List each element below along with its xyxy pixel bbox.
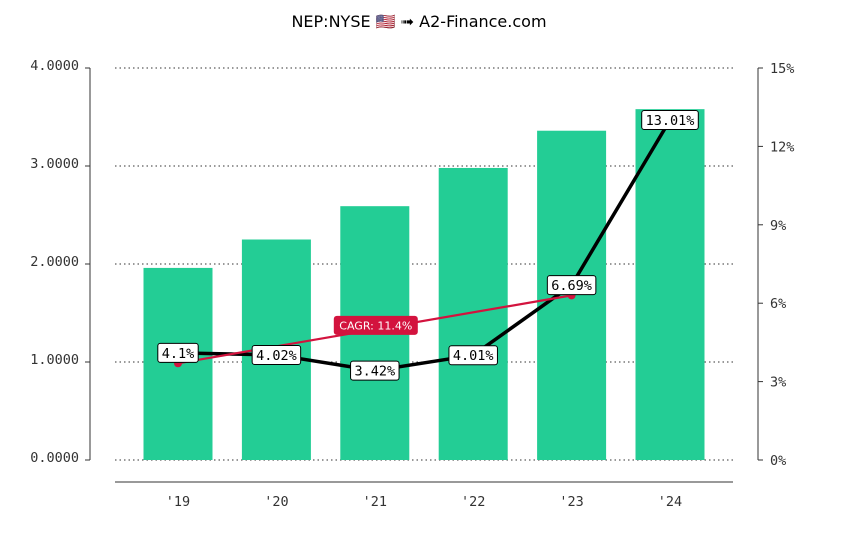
data-label: 3.42% [354, 364, 395, 380]
data-label-box [448, 345, 498, 366]
x-tick-label: '23 [559, 494, 583, 510]
left-tick-label: 2.0000 [30, 254, 79, 270]
right-tick-label: 15% [770, 61, 794, 77]
right-tick-label: 0% [770, 453, 786, 469]
data-label-box [350, 360, 400, 381]
left-tick-label: 3.0000 [30, 156, 79, 172]
data-label: 4.02% [256, 348, 297, 364]
right-tick-label: 12% [770, 139, 794, 155]
data-label: 4.01% [453, 348, 494, 364]
chart-title: NEP:NYSE 🇺🇸 ➟ A2-Finance.com [291, 12, 546, 31]
data-label-box [546, 275, 597, 296]
axes: 0.0000 1.0000 2.0000 3.0000 4.0000 0% 3% 6% 9% 12… [30, 58, 794, 510]
data-label: 4.1% [162, 346, 195, 362]
x-tick-label: '21 [363, 494, 387, 510]
x-tick-label: '19 [166, 494, 190, 510]
left-tick-label: 0.0000 [30, 450, 79, 466]
right-tick-label: 9% [770, 218, 786, 234]
data-label-box [251, 344, 302, 365]
bars [143, 109, 705, 460]
data-labels: 4.1% 4.02% 3.42% 4.01% 6.69% 13.01% [157, 110, 699, 381]
cagr-label: CAGR: 11.4% [339, 319, 412, 332]
data-label: 6.69% [551, 278, 592, 294]
left-tick-label: 4.0000 [30, 58, 79, 74]
bar [635, 109, 705, 460]
x-tick-label: '24 [658, 494, 682, 510]
x-tick-label: '22 [461, 494, 485, 510]
left-tick-label: 1.0000 [30, 352, 79, 368]
data-label: 13.01% [646, 113, 695, 129]
data-label-box [641, 110, 699, 131]
right-tick-label: 6% [770, 296, 786, 312]
data-label-box [157, 342, 199, 363]
right-tick-label: 3% [770, 375, 786, 391]
x-tick-label: '20 [264, 494, 288, 510]
cagr-label-box [333, 315, 418, 335]
bar [438, 167, 508, 460]
